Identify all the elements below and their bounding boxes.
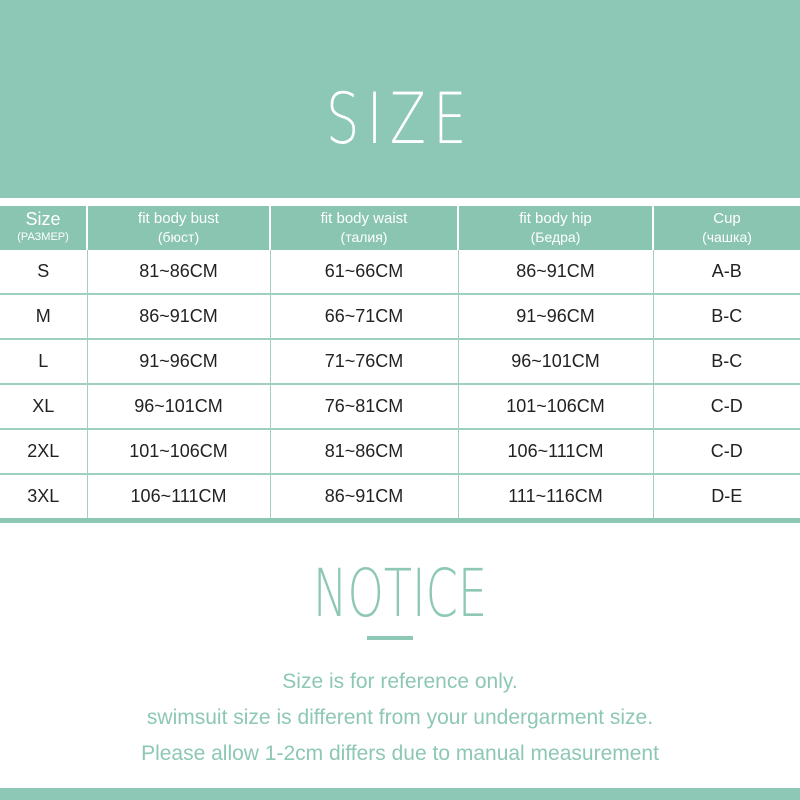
table-cell: 81~86CM — [270, 429, 459, 475]
footer-band — [0, 788, 800, 800]
table-cell: C-D — [653, 384, 800, 430]
table-cell: 86~91CM — [87, 294, 271, 340]
column-header: Size (РАЗМЕР) — [0, 206, 88, 250]
header-sublabel: (Бедра) — [530, 229, 581, 245]
table-row: 3XL 106~111CM 86~91CM 111~116CM D-E — [0, 474, 800, 522]
notice-line: swimsuit size is different from your und… — [146, 706, 654, 729]
table-cell: 106~111CM — [87, 474, 271, 522]
table-cell: 81~86CM — [87, 250, 271, 295]
header-sublabel: (РАЗМЕР) — [17, 231, 69, 243]
table-cell: XL — [0, 384, 88, 430]
table-cell: B-C — [653, 294, 800, 340]
header-label: fit body bust — [138, 210, 219, 227]
header-sublabel: (чашка) — [702, 229, 752, 245]
header-sublabel: (бюст) — [157, 229, 200, 245]
column-header: fit body hip (Бедра) — [458, 206, 654, 250]
table-cell: B-C — [653, 339, 800, 385]
column-header: fit body bust (бюст) — [87, 206, 271, 250]
table-cell: A-B — [653, 250, 800, 295]
table-cell: 96~101CM — [458, 339, 654, 385]
table-cell: 66~71CM — [270, 294, 459, 340]
table-row: 2XL 101~106CM 81~86CM 106~111CM C-D — [0, 429, 800, 475]
table-cell: 61~66CM — [270, 250, 459, 295]
table-cell: 86~91CM — [458, 250, 654, 295]
table-cell: 86~91CM — [270, 474, 459, 522]
table-row: XL 96~101CM 76~81CM 101~106CM C-D — [0, 384, 800, 430]
table-cell: M — [0, 294, 88, 340]
column-header: Cup (чашка) — [653, 206, 800, 250]
table-row: M 86~91CM 66~71CM 91~96CM B-C — [0, 294, 800, 340]
notice-line: Please allow 1-2cm differs due to manual… — [141, 742, 659, 765]
header-label: fit body hip — [519, 210, 592, 227]
header-sublabel: (талия) — [340, 229, 388, 245]
table-cell: S — [0, 250, 88, 295]
table-cell: C-D — [653, 429, 800, 475]
table-cell: 3XL — [0, 474, 88, 522]
table-cell: 2XL — [0, 429, 88, 475]
table-row: S 81~86CM 61~66CM 86~91CM A-B — [0, 250, 800, 295]
table-cell: 71~76CM — [270, 339, 459, 385]
table-cell: 91~96CM — [87, 339, 271, 385]
table-cell: 96~101CM — [87, 384, 271, 430]
header-label: Cup — [713, 210, 741, 227]
table-cell: D-E — [653, 474, 800, 522]
header-label: fit body waist — [320, 210, 408, 227]
notice-title: NOTICE — [312, 555, 488, 632]
column-header: fit body waist (талия) — [270, 206, 459, 250]
header-band — [0, 0, 800, 198]
table-cell: 111~116CM — [458, 474, 654, 522]
notice-line: Size is for reference only. — [282, 670, 518, 693]
table-cell: L — [0, 339, 88, 385]
table-cell: 106~111CM — [458, 429, 654, 475]
notice-underline — [367, 636, 413, 640]
table-cell: 101~106CM — [87, 429, 271, 475]
table-row: L 91~96CM 71~76CM 96~101CM B-C — [0, 339, 800, 385]
header-label: Size — [25, 209, 61, 229]
table-cell: 101~106CM — [458, 384, 654, 430]
table-cell: 91~96CM — [458, 294, 654, 340]
page-title: SIZE — [326, 78, 474, 160]
table-cell: 76~81CM — [270, 384, 459, 430]
size-chart-table: Size (РАЗМЕР) fit body bust (бюст) fit body … — [0, 206, 800, 523]
